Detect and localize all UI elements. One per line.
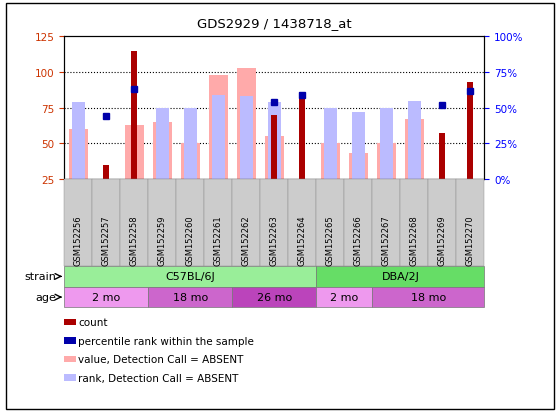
Text: GSM152263: GSM152263 [270, 214, 279, 265]
Bar [131, 51, 138, 180]
Text: 18 mo: 18 mo [411, 292, 446, 302]
Bar [299, 93, 305, 180]
Text: GSM152262: GSM152262 [242, 215, 251, 265]
Text: value, Detection Call = ABSENT: value, Detection Call = ABSENT [78, 354, 244, 364]
Bar [376, 144, 396, 180]
Bar [69, 130, 88, 180]
Text: GSM152269: GSM152269 [438, 215, 447, 265]
Text: GSM152261: GSM152261 [214, 215, 223, 265]
Text: age: age [35, 292, 56, 302]
Bar [180, 144, 200, 180]
Bar [272, 116, 278, 180]
Text: DBA/2J: DBA/2J [381, 272, 419, 282]
Bar [352, 113, 365, 180]
Text: GSM152257: GSM152257 [102, 215, 111, 265]
Text: rank, Detection Call = ABSENT: rank, Detection Call = ABSENT [78, 373, 239, 383]
Text: strain: strain [24, 272, 56, 282]
Bar [156, 109, 169, 180]
Bar [467, 83, 474, 180]
Text: GSM152265: GSM152265 [326, 215, 335, 265]
Text: 26 mo: 26 mo [257, 292, 292, 302]
Text: GSM152259: GSM152259 [158, 215, 167, 265]
Bar [324, 109, 337, 180]
Bar [152, 123, 172, 180]
Bar [212, 95, 225, 180]
Bar [240, 97, 253, 180]
Bar [440, 134, 446, 180]
Text: GSM152258: GSM152258 [130, 215, 139, 265]
Text: 18 mo: 18 mo [173, 292, 208, 302]
Text: GSM152264: GSM152264 [298, 215, 307, 265]
Bar [348, 154, 368, 180]
Bar [265, 137, 284, 180]
Bar [268, 103, 281, 180]
Text: 2 mo: 2 mo [330, 292, 358, 302]
Bar [209, 76, 228, 180]
Text: percentile rank within the sample: percentile rank within the sample [78, 336, 254, 346]
Bar [124, 126, 144, 180]
Text: GSM152267: GSM152267 [382, 214, 391, 265]
Bar [237, 69, 256, 180]
Text: GSM152270: GSM152270 [466, 215, 475, 265]
Bar [72, 103, 85, 180]
Text: 2 mo: 2 mo [92, 292, 120, 302]
Text: GSM152256: GSM152256 [74, 215, 83, 265]
Text: C57BL/6J: C57BL/6J [166, 272, 215, 282]
Bar [320, 144, 340, 180]
Text: GSM152266: GSM152266 [354, 214, 363, 265]
Bar [184, 109, 197, 180]
Bar [408, 101, 421, 180]
Text: count: count [78, 317, 108, 327]
Text: GSM152268: GSM152268 [410, 214, 419, 265]
Text: GSM152260: GSM152260 [186, 215, 195, 265]
Bar [103, 166, 110, 180]
Bar [380, 109, 393, 180]
Text: GDS2929 / 1438718_at: GDS2929 / 1438718_at [197, 17, 352, 29]
Bar [404, 120, 424, 180]
